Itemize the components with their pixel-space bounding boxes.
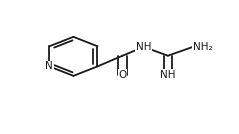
Text: NH: NH	[136, 42, 152, 52]
Text: N: N	[45, 61, 53, 71]
Text: NH₂: NH₂	[193, 42, 212, 52]
Text: O: O	[118, 70, 127, 80]
Text: NH: NH	[160, 70, 176, 80]
